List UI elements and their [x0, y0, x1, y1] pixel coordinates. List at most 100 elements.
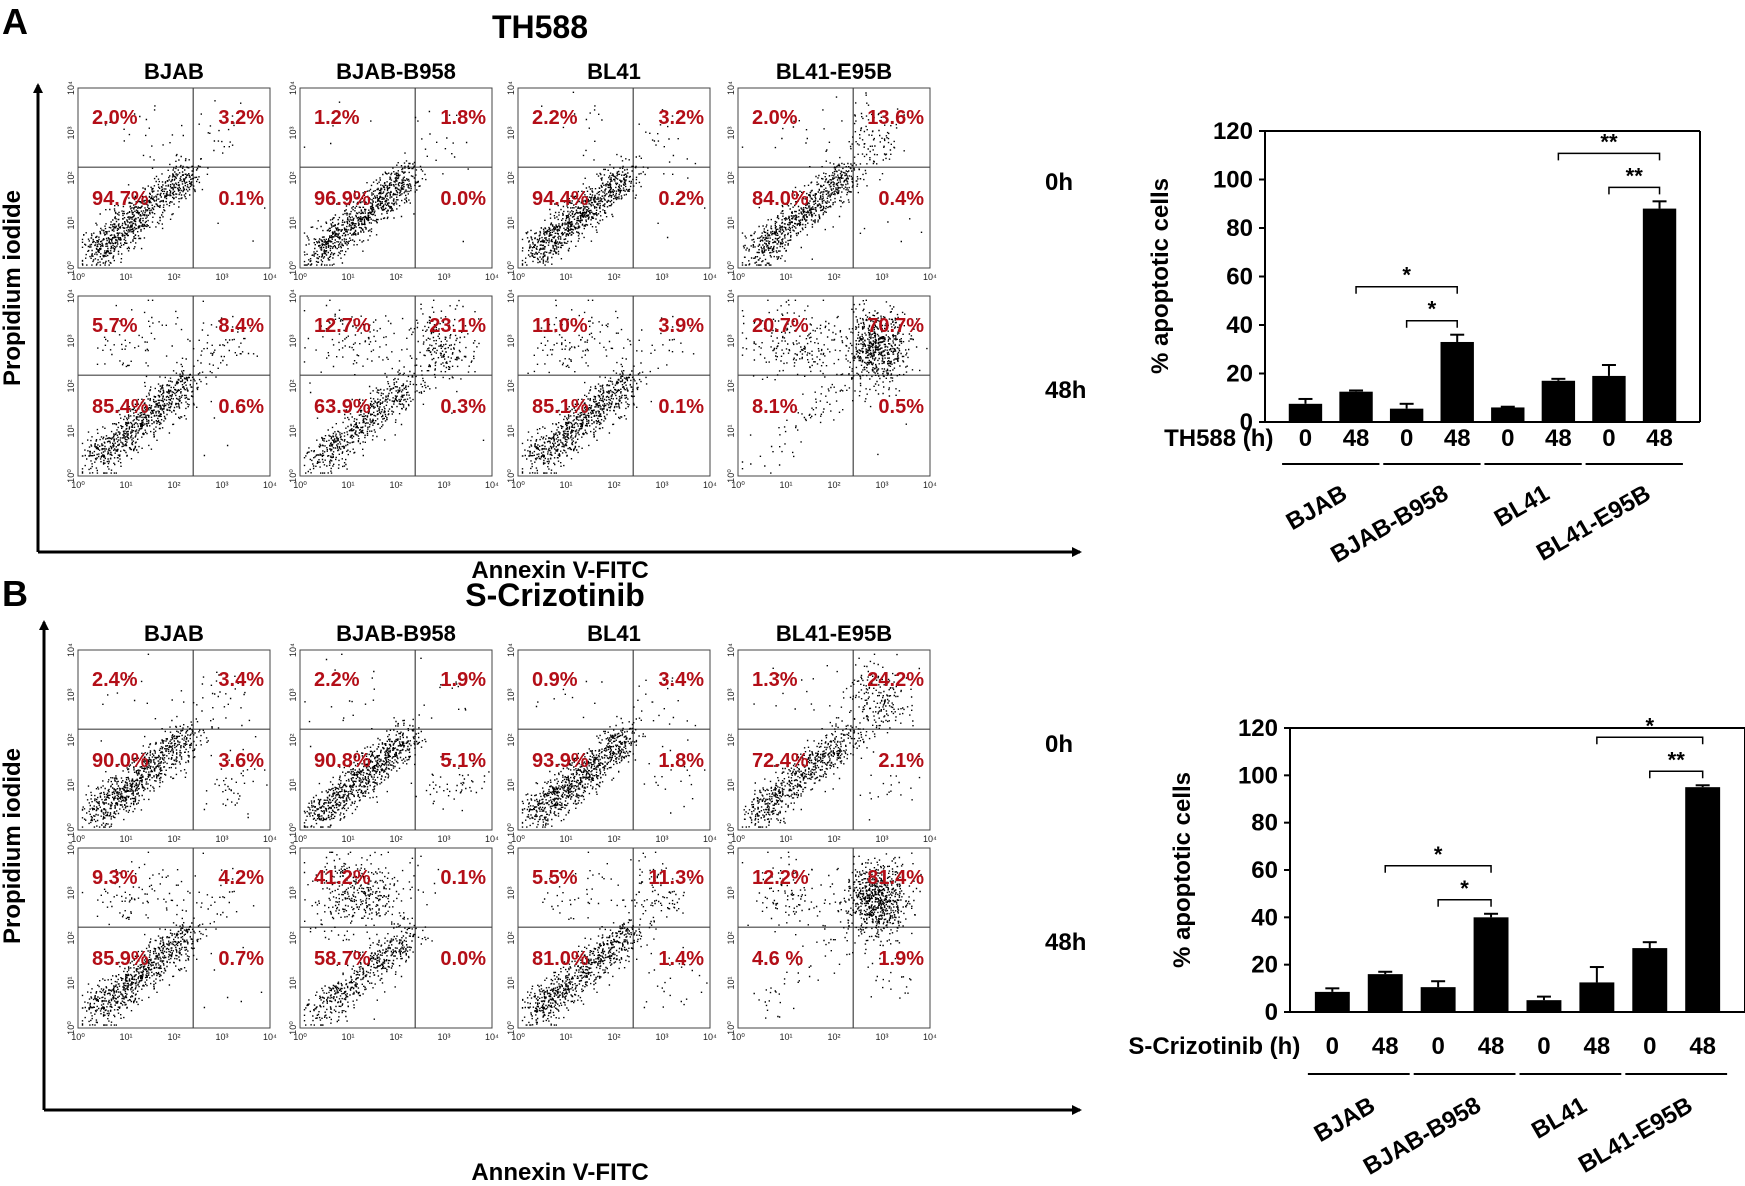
- significance-bracket: [1405, 319, 1458, 328]
- bar-y-tick-label: 120: [1238, 715, 1278, 742]
- x-axis-label: Annexin V-FITC: [471, 1159, 648, 1186]
- flow-x-tick-label: 10²: [167, 272, 180, 282]
- bar-y-axis-label: % apoptotic cells: [1147, 178, 1174, 374]
- flow-y-tick-label: 10⁴: [506, 289, 516, 303]
- bar: [1288, 403, 1323, 422]
- group-label: BJAB: [1282, 480, 1352, 536]
- flow-y-tick-label: 10¹: [726, 216, 736, 229]
- flow-x-tick-label: 10³: [655, 480, 668, 490]
- quadrant-lower-left: 63.9%: [314, 396, 371, 418]
- quadrant-lower-right: 2.1%: [878, 750, 924, 772]
- flow-y-tick-label: 10⁴: [506, 841, 516, 855]
- flow-y-tick-label: 10²: [726, 171, 736, 184]
- flow-x-tick-label: 10¹: [119, 1032, 132, 1042]
- quadrant-lower-right: 0.7%: [218, 948, 264, 970]
- flow-y-tick-label: 10⁰: [288, 469, 298, 483]
- quadrant-upper-right: 81.4%: [867, 867, 924, 889]
- flow-x-tick-label: 10⁰: [71, 480, 85, 490]
- flow-x-tick-label: 10¹: [559, 272, 572, 282]
- flow-y-tick-label: 10⁰: [726, 823, 736, 837]
- flow-y-tick-label: 10²: [506, 171, 516, 184]
- quadrant-upper-left: 9.3%: [92, 867, 138, 889]
- flow-x-tick-label: 10³: [215, 1032, 228, 1042]
- significance-marker: **: [1668, 747, 1686, 772]
- flow-x-tick-label: 10⁴: [263, 480, 277, 490]
- quadrant-upper-left: 12.2%: [752, 867, 809, 889]
- flow-y-tick-label: 10²: [726, 931, 736, 944]
- flow-y-tick-label: 10³: [506, 886, 516, 899]
- bar: [1367, 974, 1403, 1012]
- flow-y-tick-label: 10²: [288, 171, 298, 184]
- flow-plot: [517, 649, 711, 831]
- flow-y-tick-label: 10¹: [506, 976, 516, 989]
- quadrant-upper-right: 11.3%: [648, 867, 704, 889]
- flow-x-tick-label: 10²: [389, 272, 402, 282]
- group-label: BJAB: [1310, 1092, 1380, 1148]
- quadrant-upper-left: 12.7%: [314, 315, 371, 337]
- flow-x-tick-label: 10¹: [341, 272, 354, 282]
- flow-x-tick-label: 10⁴: [923, 480, 937, 490]
- flow-x-tick-label: 10⁰: [731, 480, 745, 490]
- quadrant-upper-left: 1.2%: [314, 107, 360, 129]
- bar-y-tick-label: 120: [1213, 118, 1253, 145]
- significance-marker: **: [1626, 163, 1644, 188]
- flow-y-tick-label: 10³: [726, 886, 736, 899]
- flow-x-tick-label: 10⁰: [511, 1032, 525, 1042]
- flow-x-tick-label: 10⁴: [485, 834, 499, 844]
- bar-y-tick-label: 0: [1240, 409, 1253, 436]
- flow-x-tick-label: 10³: [215, 480, 228, 490]
- flow-x-tick-label: 10³: [437, 272, 450, 282]
- bar-category-label: 48: [1372, 1033, 1399, 1060]
- timepoint-label: 48h: [1045, 929, 1086, 956]
- flow-y-tick-label: 10¹: [506, 424, 516, 437]
- flow-y-tick-label: 10³: [288, 688, 298, 701]
- flow-x-tick-label: 10⁰: [71, 834, 85, 844]
- bar-category-label: 0: [1299, 425, 1312, 452]
- flow-plot: [737, 87, 931, 269]
- flow-y-tick-label: 10⁰: [506, 261, 516, 275]
- flow-x-tick-label: 10⁰: [71, 272, 85, 282]
- flow-x-tick-label: 10⁴: [485, 272, 499, 282]
- quadrant-upper-right: 13.6%: [867, 107, 924, 129]
- flow-x-tick-label: 10⁴: [923, 834, 937, 844]
- quadrant-upper-right: 4.2%: [218, 867, 264, 889]
- group-label: BL41-E95B: [1574, 1092, 1697, 1179]
- flow-y-tick-label: 10³: [506, 126, 516, 139]
- quadrant-upper-right: 70.7%: [867, 315, 924, 337]
- flow-y-tick-label: 10⁴: [726, 81, 736, 95]
- flow-y-tick-label: 10¹: [288, 216, 298, 229]
- flow-y-tick-label: 10⁰: [66, 823, 76, 837]
- flow-x-tick-label: 10⁴: [485, 1032, 499, 1042]
- bar-category-label: 0: [1643, 1033, 1656, 1060]
- quadrant-upper-left: 2.0%: [92, 107, 138, 129]
- flow-y-tick-label: 10⁰: [288, 1021, 298, 1035]
- flow-x-tick-label: 10³: [655, 272, 668, 282]
- quadrant-lower-left: 84.0%: [752, 188, 809, 210]
- flow-y-tick-label: 10⁴: [726, 841, 736, 855]
- bar: [1420, 987, 1456, 1012]
- flow-x-tick-label: 10⁴: [923, 1032, 937, 1042]
- flow-y-tick-label: 10³: [506, 334, 516, 347]
- flow-x-tick-label: 10¹: [779, 1032, 792, 1042]
- flow-events: [303, 653, 490, 828]
- flow-y-tick-label: 10²: [506, 379, 516, 392]
- flow-x-tick-label: 10⁰: [511, 480, 525, 490]
- cell-line-header: BL41: [587, 59, 641, 84]
- flow-y-tick-label: 10²: [66, 171, 76, 184]
- flow-y-tick-label: 10³: [506, 688, 516, 701]
- significance-bracket: [1355, 285, 1458, 294]
- treatment-label: S-Crizotinib (h): [1128, 1033, 1300, 1060]
- flow-y-tick-label: 10³: [726, 334, 736, 347]
- group-label: BJAB-B958: [1359, 1092, 1486, 1181]
- flow-plot: [299, 295, 493, 477]
- significance-marker: *: [1402, 263, 1411, 288]
- flow-y-tick-label: 10³: [288, 334, 298, 347]
- flow-x-tick-label: 10³: [875, 1032, 888, 1042]
- quadrant-upper-right: 3.9%: [658, 315, 704, 337]
- flow-x-tick-label: 10³: [655, 1032, 668, 1042]
- bar: [1592, 375, 1626, 422]
- bar-y-axis-label: % apoptotic cells: [1169, 772, 1196, 968]
- flow-plot: [77, 847, 271, 1029]
- flow-y-tick-label: 10³: [288, 126, 298, 139]
